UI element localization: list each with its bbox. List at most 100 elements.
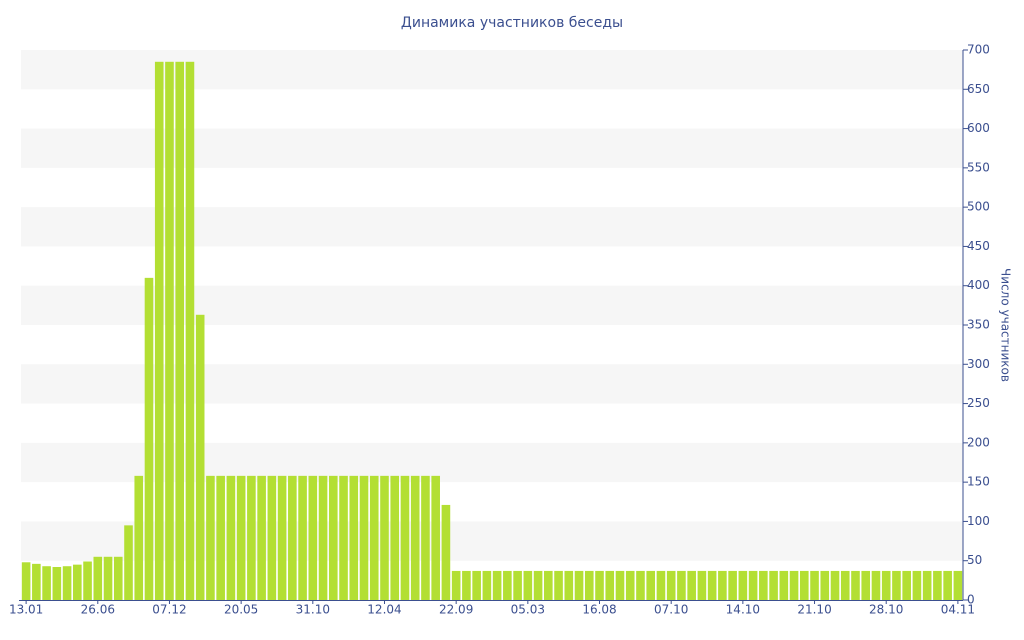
bar <box>482 570 492 600</box>
y-tick-label: 100 <box>967 514 990 528</box>
bar <box>799 570 809 600</box>
bar <box>21 562 31 600</box>
bar <box>953 570 963 600</box>
bar <box>124 525 133 600</box>
bar <box>513 570 522 600</box>
bar <box>380 475 389 600</box>
y-tick-label: 350 <box>967 318 990 332</box>
bar <box>595 570 604 600</box>
bar <box>236 475 246 600</box>
x-tick-label: 12.04 <box>367 603 401 617</box>
bar <box>308 475 318 600</box>
bar <box>349 475 359 600</box>
bar <box>830 570 840 600</box>
bar <box>472 570 481 600</box>
bar <box>851 570 860 600</box>
bar <box>339 475 348 600</box>
x-tick-label: 22.09 <box>439 603 473 617</box>
bar <box>584 570 594 600</box>
bar <box>185 61 195 601</box>
bar <box>195 314 205 600</box>
bar <box>298 475 307 600</box>
y-tick-label: 150 <box>967 475 990 489</box>
x-tick-label: 07.10 <box>654 603 688 617</box>
bar <box>390 475 400 600</box>
bar <box>677 570 686 600</box>
bar <box>62 566 72 600</box>
bar <box>226 475 236 600</box>
bar <box>328 475 338 600</box>
bar <box>656 570 666 600</box>
bar <box>359 475 369 600</box>
bar <box>52 567 62 600</box>
x-tick-label: 31.10 <box>296 603 330 617</box>
bar <box>687 570 696 600</box>
y-tick-label: 300 <box>967 357 990 371</box>
bar <box>103 556 113 600</box>
bar <box>154 61 164 601</box>
bar <box>779 570 789 600</box>
bar <box>83 561 92 600</box>
bar <box>871 570 881 600</box>
bar <box>206 475 215 600</box>
bar <box>615 570 625 600</box>
bar <box>503 570 512 600</box>
bar <box>861 570 871 600</box>
bar <box>922 570 932 600</box>
bar <box>738 570 748 600</box>
bar <box>42 566 51 600</box>
y-tick-label: 200 <box>967 435 990 449</box>
bar <box>247 475 256 600</box>
bar <box>902 570 911 600</box>
bar <box>728 570 737 600</box>
x-tick-label: 20.05 <box>224 603 258 617</box>
bar <box>257 475 266 600</box>
y-tick-label: 250 <box>967 396 990 410</box>
bar <box>267 475 277 600</box>
bar <box>544 570 553 600</box>
bar <box>933 570 942 600</box>
x-tick-label: 28.10 <box>869 603 903 617</box>
bar <box>605 570 615 600</box>
x-tick-label: 16.08 <box>582 603 616 617</box>
bar <box>451 570 461 600</box>
bar <box>113 556 123 600</box>
y-tick-label: 450 <box>967 239 990 253</box>
bar <box>892 570 901 600</box>
bar <box>421 475 430 600</box>
bar <box>707 570 717 600</box>
bar <box>73 564 82 600</box>
bar <box>912 570 922 600</box>
bar <box>574 570 584 600</box>
bar <box>810 570 819 600</box>
x-tick-label: 21.10 <box>797 603 831 617</box>
bar <box>318 475 328 600</box>
x-tick-label: 05.03 <box>511 603 545 617</box>
y-tick-label: 650 <box>967 82 990 96</box>
bar <box>431 475 440 600</box>
bar <box>769 570 778 600</box>
x-tick-label: 04.11 <box>941 603 975 617</box>
bar <box>216 475 225 600</box>
y-tick-label: 550 <box>967 160 990 174</box>
y-tick-label: 600 <box>967 121 990 135</box>
bar <box>820 570 830 600</box>
bar <box>625 570 635 600</box>
x-tick-label: 07.12 <box>152 603 186 617</box>
y-tick-label: 400 <box>967 278 990 292</box>
bar <box>666 570 676 600</box>
x-tick-label: 13.01 <box>9 603 43 617</box>
bar <box>277 475 287 600</box>
bar <box>134 475 144 600</box>
y-axis-label: Число участников <box>999 268 1013 382</box>
bar <box>410 475 420 600</box>
bar <box>718 570 727 600</box>
bar <box>554 570 563 600</box>
bar <box>369 475 379 600</box>
bar <box>840 570 850 600</box>
y-tick-label: 0 <box>967 593 975 607</box>
x-tick-label: 14.10 <box>726 603 760 617</box>
chart-title: Динамика участников беседы <box>401 15 623 31</box>
